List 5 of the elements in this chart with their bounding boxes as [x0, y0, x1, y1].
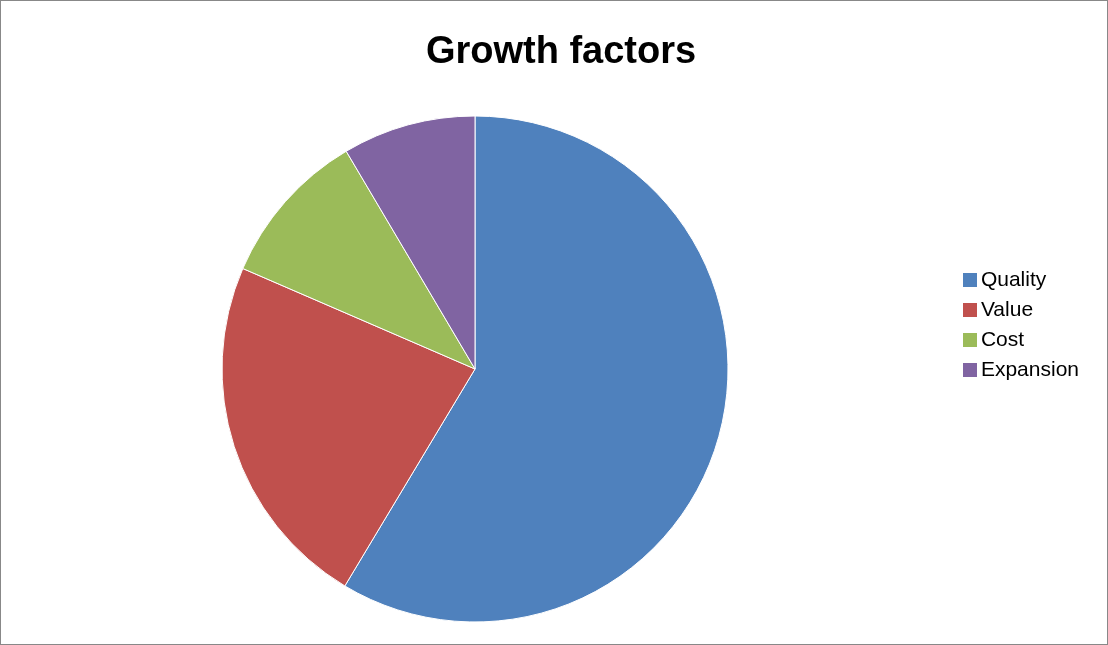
- legend-label: Expansion: [980, 356, 1079, 380]
- legend-label: Cost: [980, 326, 1025, 350]
- chart-title: Growth factors: [424, 29, 698, 72]
- legend-label: Quality: [980, 266, 1047, 290]
- legend-label: Value: [980, 296, 1034, 320]
